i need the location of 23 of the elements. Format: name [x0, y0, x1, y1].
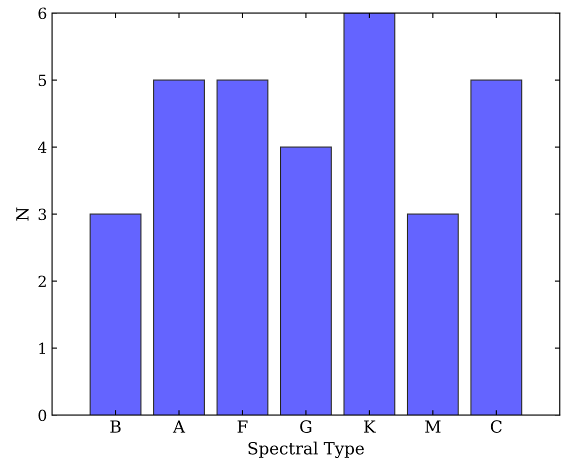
- y-tick-label: 6: [38, 8, 46, 20]
- x-axis-title: Spectral Type: [248, 442, 364, 458]
- y-axis-title: N: [16, 208, 29, 221]
- bar: [280, 146, 332, 416]
- y-tick-label: 5: [38, 74, 46, 86]
- x-tick-label: B: [110, 420, 121, 433]
- bar: [343, 13, 396, 416]
- bar: [90, 214, 142, 416]
- bar: [470, 80, 522, 416]
- bar: [153, 80, 205, 416]
- x-tick-label: F: [238, 420, 248, 433]
- y-tick-label: 4: [38, 142, 46, 153]
- y-tick-label: 3: [38, 208, 46, 220]
- x-tick-label: G: [300, 420, 312, 433]
- x-tick-label: A: [172, 420, 186, 433]
- y-tick-label: 1: [39, 342, 46, 354]
- y-tick-label: 0: [38, 410, 46, 422]
- bar: [216, 80, 268, 416]
- y-tick-label: 2: [38, 276, 46, 287]
- x-tick-label: C: [490, 420, 502, 433]
- bar: [406, 214, 459, 416]
- x-tick-label: M: [425, 420, 441, 433]
- x-tick-label: K: [364, 420, 376, 433]
